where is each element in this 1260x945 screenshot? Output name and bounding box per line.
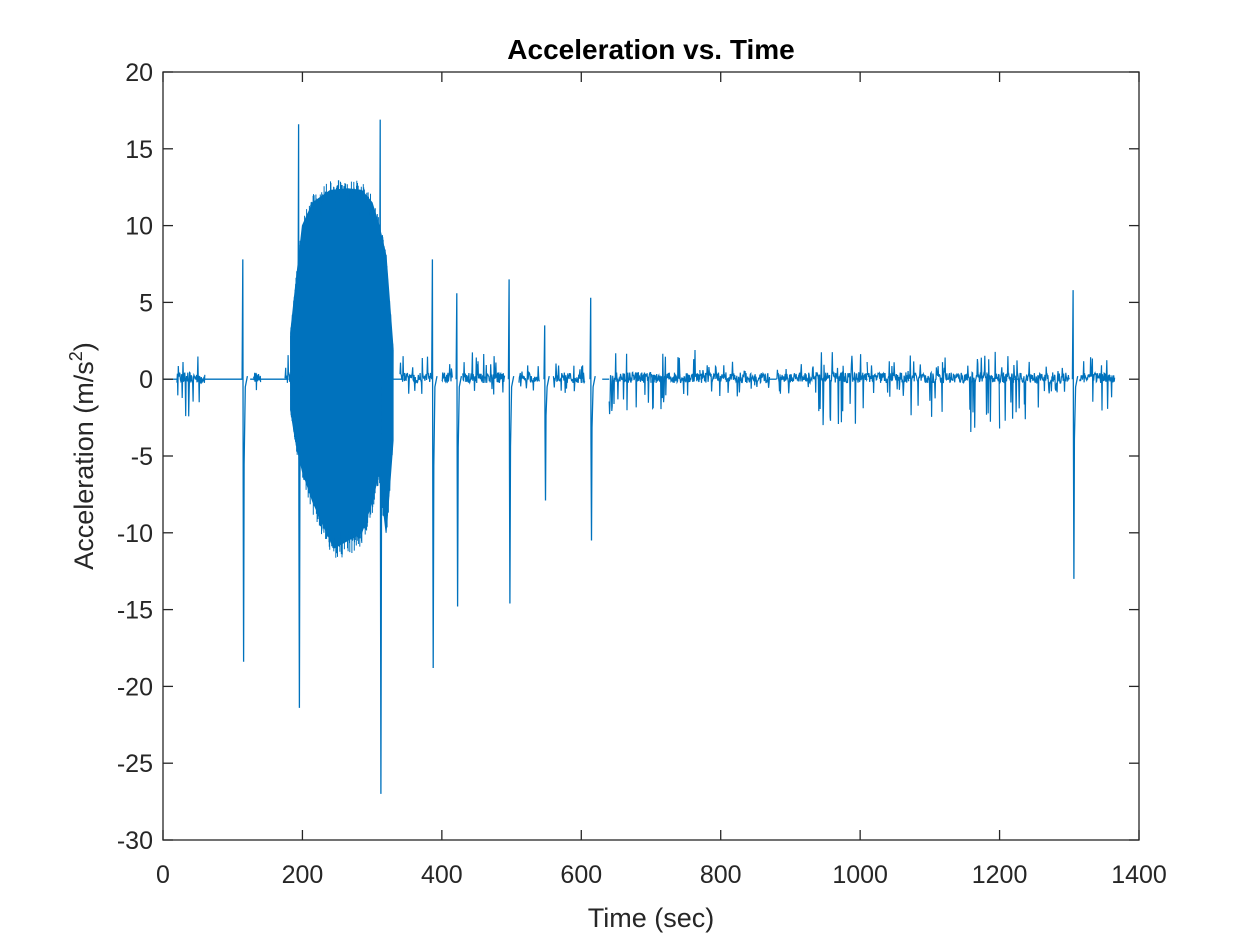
- y-axis-label: Acceleration (m/s2): [66, 342, 99, 570]
- series-noise-segment: [253, 372, 262, 391]
- series-spike: [589, 297, 596, 541]
- series-spike: [507, 279, 515, 604]
- y-tick-label: 20: [125, 59, 153, 87]
- x-tick-label: 1400: [1111, 861, 1167, 889]
- series-noise-segment: [908, 355, 952, 417]
- series-noise-segment: [950, 351, 1001, 433]
- x-tick-label: 1000: [832, 861, 888, 889]
- x-tick-label: 0: [156, 861, 170, 889]
- y-tick-label: -25: [117, 750, 153, 778]
- y-tick-label: -20: [117, 673, 153, 701]
- series-noise-segment: [817, 352, 868, 426]
- series-layer: [163, 119, 1116, 794]
- series-spike: [455, 293, 463, 607]
- series-noise-segment: [866, 361, 910, 397]
- x-axis-label: Time (sec): [588, 903, 715, 933]
- y-axis-label-superscript: 2: [66, 351, 86, 361]
- series-noise-segment: [775, 364, 819, 394]
- plot-area: 0 200 400 600 800 1000 1200 1400 20 15 10 5 0 -5 -10 -…: [117, 59, 1167, 889]
- series-noise-segment: [999, 356, 1042, 421]
- series-dense-burst-oscillation: [290, 180, 394, 558]
- y-tick-label: 15: [125, 136, 153, 164]
- x-tick-label: 400: [421, 861, 463, 889]
- series-noise-segment: [608, 353, 652, 415]
- series-noise-segment: [650, 349, 701, 411]
- x-tick-label: 200: [282, 861, 324, 889]
- x-tick-label: 1200: [972, 861, 1028, 889]
- y-axis-ticks: 20 15 10 5 0 -5 -10 -15 -20 -25 -30: [117, 59, 1139, 855]
- series-spike: [431, 259, 438, 669]
- y-tick-label: 10: [125, 213, 153, 241]
- x-tick-label: 600: [560, 861, 602, 889]
- y-axis-label-main: Acceleration (m/s: [69, 361, 99, 570]
- y-tick-label: -15: [117, 597, 153, 625]
- series-spike: [1071, 290, 1079, 579]
- x-tick-label: 800: [700, 861, 742, 889]
- series-noise-segment: [441, 364, 453, 384]
- series-noise-segment: [176, 356, 206, 417]
- series-spike: [543, 325, 550, 501]
- series-noise-segment: [399, 356, 432, 394]
- y-tick-label: 5: [139, 289, 153, 317]
- y-tick-label: -30: [117, 827, 153, 855]
- x-axis-ticks: 0 200 400 600 800 1000 1200 1400: [156, 72, 1167, 889]
- chart-title: Acceleration vs. Time: [507, 34, 794, 65]
- series-spike: [241, 259, 249, 662]
- y-tick-label: -10: [117, 520, 153, 548]
- series-noise-segment: [1079, 357, 1116, 411]
- series-noise-segment: [699, 361, 743, 397]
- y-axis-label-close: ): [69, 342, 99, 351]
- series-noise-segment: [518, 365, 541, 391]
- series-spike: [378, 119, 386, 794]
- series-noise-segment: [462, 352, 506, 395]
- y-tick-label: -5: [131, 443, 153, 471]
- y-tick-label: 0: [139, 366, 153, 394]
- series-noise-segment: [552, 363, 586, 393]
- series-noise-segment: [1040, 366, 1070, 394]
- series-spike: [297, 124, 304, 708]
- series-noise-segment: [741, 370, 771, 389]
